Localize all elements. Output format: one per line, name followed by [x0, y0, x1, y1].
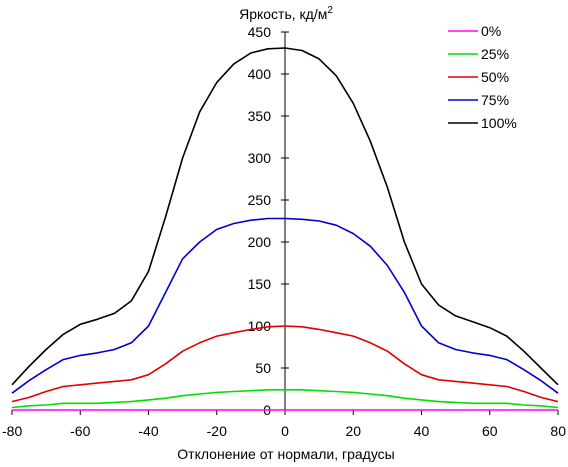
y-tick-label: 250	[248, 192, 272, 208]
x-tick-label: 80	[550, 423, 566, 439]
x-tick-label: 60	[482, 423, 498, 439]
x-tick-label: -40	[138, 423, 158, 439]
y-tick-label: 200	[248, 234, 272, 250]
x-tick-label: -60	[70, 423, 90, 439]
legend-label: 25%	[481, 46, 509, 62]
x-tick-label: 0	[281, 423, 289, 439]
y-tick-label: 50	[255, 360, 271, 376]
legend: 0% 25% 50% 75% 100%	[448, 23, 517, 131]
series-lines	[11, 47, 559, 411]
x-axis-ticks: -80 -60 -40 -20 0 20 40 60 80	[2, 410, 566, 439]
series-line-100-percent	[11, 47, 559, 386]
series-line-50-percent	[11, 325, 559, 403]
legend-label: 50%	[481, 69, 509, 85]
y-tick-label: 150	[248, 276, 272, 292]
y-tick-label: 300	[248, 150, 272, 166]
series-line-75-percent	[11, 217, 559, 394]
y-tick-label: 100	[248, 318, 272, 334]
legend-label: 75%	[481, 92, 509, 108]
series-line-25-percent	[11, 388, 559, 409]
legend-label: 0%	[481, 23, 501, 39]
y-tick-label: 350	[248, 108, 272, 124]
x-tick-label: -80	[2, 423, 22, 439]
legend-label: 100%	[481, 115, 517, 131]
x-tick-label: 20	[345, 423, 361, 439]
x-tick-label: -20	[207, 423, 227, 439]
y-tick-label: 450	[248, 24, 272, 40]
x-axis-title: Отклонение от нормали, градусы	[177, 446, 394, 462]
x-tick-label: 40	[414, 423, 430, 439]
y-tick-label: 400	[248, 66, 272, 82]
y-axis-title: Яркость, кд/м2	[239, 5, 333, 22]
